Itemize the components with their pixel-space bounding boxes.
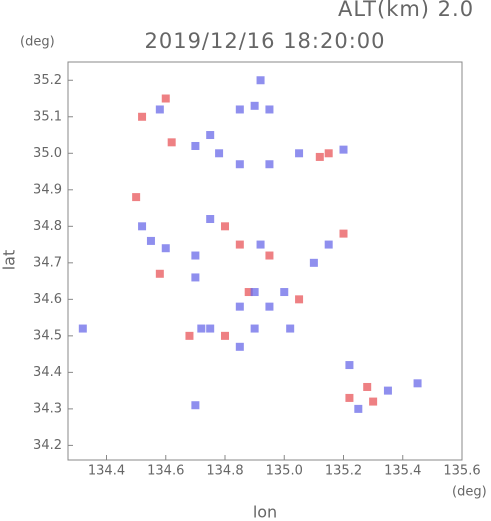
echo-point xyxy=(265,105,274,114)
echo-point xyxy=(191,251,200,260)
echo-point xyxy=(345,361,354,370)
x-axis-title: lon xyxy=(253,503,277,521)
echo-point xyxy=(221,222,230,231)
echo-point xyxy=(235,240,244,249)
y-axis-title: lat xyxy=(0,250,19,271)
x-tick-label: 135.2 xyxy=(325,464,362,479)
x-tick-label: 135.4 xyxy=(384,464,421,479)
chart-title: 2019/12/16 18:20:00 xyxy=(144,29,385,53)
echo-point xyxy=(339,229,348,238)
echo-point xyxy=(191,273,200,282)
echo-point xyxy=(221,331,230,340)
echo-point xyxy=(138,222,147,231)
y-tick-label: 34.8 xyxy=(33,219,62,234)
echo-point xyxy=(354,404,363,413)
echo-point xyxy=(206,215,215,224)
echo-point xyxy=(191,401,200,410)
y-tick-label: 35.0 xyxy=(33,146,62,161)
echo-point xyxy=(206,324,215,333)
echo-point xyxy=(265,160,274,169)
echo-point xyxy=(339,145,348,154)
echo-point xyxy=(256,240,265,249)
echo-point xyxy=(324,240,333,249)
echo-point xyxy=(138,112,147,121)
y-tick-label: 34.9 xyxy=(33,182,62,197)
echo-point xyxy=(295,295,304,304)
echo-point xyxy=(250,288,259,297)
echo-point xyxy=(286,324,295,333)
echo-point xyxy=(265,302,274,311)
echo-point xyxy=(295,149,304,158)
echo-point xyxy=(167,138,176,147)
echo-point xyxy=(363,382,372,391)
echo-point xyxy=(280,288,289,297)
echo-point xyxy=(185,331,194,340)
echo-point xyxy=(250,324,259,333)
y-unit: (deg) xyxy=(20,35,55,50)
echo-point xyxy=(197,324,206,333)
x-tick-label: 134.6 xyxy=(147,464,184,479)
echo-point xyxy=(161,94,170,103)
echo-point xyxy=(256,76,265,85)
x-tick-label: 135.6 xyxy=(443,464,480,479)
y-tick-label: 34.5 xyxy=(33,328,62,343)
echo-point xyxy=(191,141,200,150)
echo-point xyxy=(413,379,422,388)
y-tick-label: 34.4 xyxy=(33,365,62,380)
y-tick-label: 34.6 xyxy=(33,292,62,307)
y-tick-label: 34.7 xyxy=(33,255,62,270)
echo-point xyxy=(235,302,244,311)
echo-point xyxy=(309,258,318,267)
echo-point xyxy=(146,236,155,245)
echo-point xyxy=(315,152,324,161)
x-tick-label: 134.4 xyxy=(88,464,125,479)
echo-point xyxy=(235,342,244,351)
x-tick-label: 135.0 xyxy=(266,464,303,479)
plot-frame xyxy=(67,61,463,461)
chart-subtitle: ALT(km) 2.0 xyxy=(338,0,474,21)
echo-point xyxy=(244,288,253,297)
echo-point xyxy=(369,397,378,406)
echo-point xyxy=(324,149,333,158)
echo-point xyxy=(235,105,244,114)
y-tick-label: 34.3 xyxy=(33,401,62,416)
echo-point xyxy=(78,324,87,333)
echo-point xyxy=(155,269,164,278)
x-tick-label: 134.8 xyxy=(206,464,243,479)
echo-point xyxy=(383,386,392,395)
echo-point xyxy=(132,193,141,202)
y-tick-label: 35.1 xyxy=(33,109,62,124)
echo-point xyxy=(235,160,244,169)
echo-point xyxy=(215,149,224,158)
echo-point xyxy=(250,101,259,110)
y-tick-label: 35.2 xyxy=(33,73,62,88)
echo-point xyxy=(155,105,164,114)
echo-point xyxy=(161,244,170,253)
echo-point xyxy=(265,251,274,260)
y-tick-label: 34.2 xyxy=(33,438,62,453)
echo-point xyxy=(206,131,215,140)
echo-point xyxy=(345,393,354,402)
x-unit: (deg) xyxy=(452,485,487,500)
